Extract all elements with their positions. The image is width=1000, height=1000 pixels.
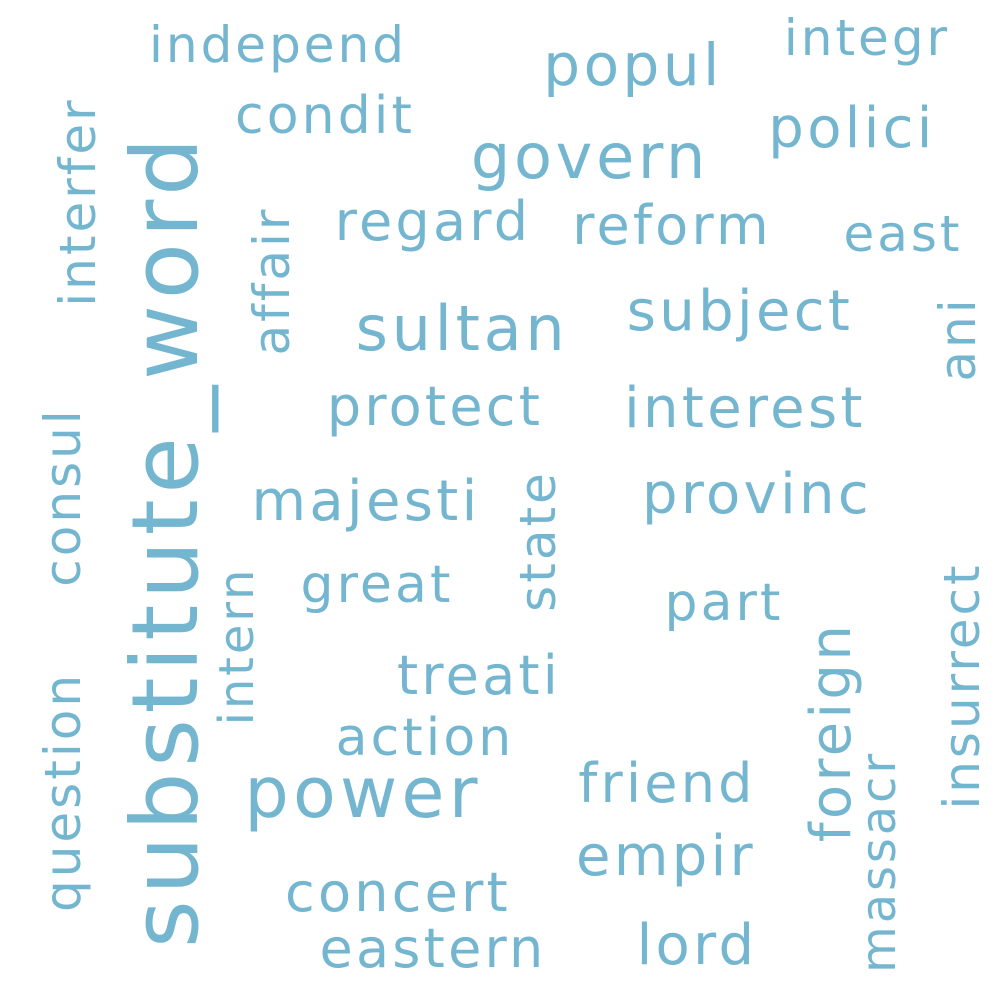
word-polici: polici [768, 96, 936, 161]
word-popul: popul [543, 31, 723, 99]
word-action: action [335, 708, 515, 768]
word-majesti: majesti [251, 469, 481, 534]
word-interest: interest [624, 376, 866, 441]
word-ani: ani [929, 296, 987, 382]
word-intern: intern [209, 566, 265, 726]
word-govern: govern [470, 120, 710, 193]
word-consul: consul [34, 407, 92, 587]
word-power: power [244, 752, 482, 834]
word-protect: protect [326, 375, 544, 438]
word-sultan: sultan [355, 292, 569, 365]
word-great: great [300, 555, 454, 615]
word-interfer: interfer [49, 97, 107, 307]
word-eastern: eastern [319, 917, 547, 980]
word-state: state [509, 470, 567, 612]
word-concert: concert [285, 861, 511, 924]
word-provinc: provinc [641, 462, 873, 527]
word-independ: independ [148, 16, 408, 74]
word-reform: reform [572, 194, 772, 257]
word-condit: condit [235, 86, 415, 146]
word-east: east [843, 205, 963, 263]
word-subject: subject [626, 279, 854, 344]
word-insurrect: insurrect [933, 562, 991, 810]
word-substitute-word: substitute_word [112, 131, 219, 949]
word-regard: regard [334, 190, 532, 253]
word-friend: friend [578, 752, 756, 815]
word-treati: treati [396, 644, 562, 707]
word-massacr: massacr [851, 751, 907, 973]
word-question: question [34, 671, 92, 913]
word-part: part [664, 573, 784, 633]
word-empir: empir [576, 824, 756, 889]
word-affair: affair [243, 206, 301, 356]
word-integr: integr [783, 9, 951, 67]
word-lord: lord [636, 913, 758, 978]
